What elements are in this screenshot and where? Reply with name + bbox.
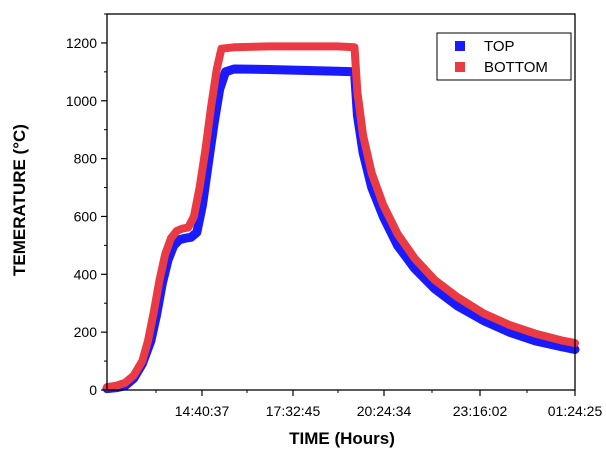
y-tick-label: 600 <box>74 208 98 224</box>
legend: TOP BOTTOM <box>436 32 572 81</box>
y-tick-label: 800 <box>74 151 98 167</box>
axes: 0 200 400 600 800 1000 1200 14:40:37 17:32:45 20:… <box>66 13 603 419</box>
y-tick-label: 1000 <box>66 93 97 109</box>
x-axis-title: TIME (Hours) <box>289 429 395 448</box>
x-tick-label: 14:40:37 <box>175 403 230 419</box>
x-tick-label: 23:16:02 <box>453 403 508 419</box>
x-tick-label: 17:32:45 <box>266 403 321 419</box>
plot-frame <box>106 13 576 391</box>
legend-marker-bottom <box>455 62 465 72</box>
series-line-bottom <box>103 42 579 392</box>
x-tick-label: 01:24:25 <box>548 403 603 419</box>
y-axis-title: TEMERATURE (°C) <box>10 124 29 276</box>
x-tick-label: 20:24:34 <box>357 403 412 419</box>
y-tick-label: 400 <box>74 266 98 282</box>
series-lines <box>102 42 580 394</box>
legend-label-bottom: BOTTOM <box>484 59 548 76</box>
legend-marker-top <box>455 41 465 51</box>
legend-label-top: TOP <box>484 38 515 55</box>
y-tick-label: 0 <box>89 382 97 398</box>
y-tick-label: 1200 <box>66 35 97 51</box>
y-tick-label: 200 <box>74 324 98 340</box>
legend-box <box>436 32 572 81</box>
